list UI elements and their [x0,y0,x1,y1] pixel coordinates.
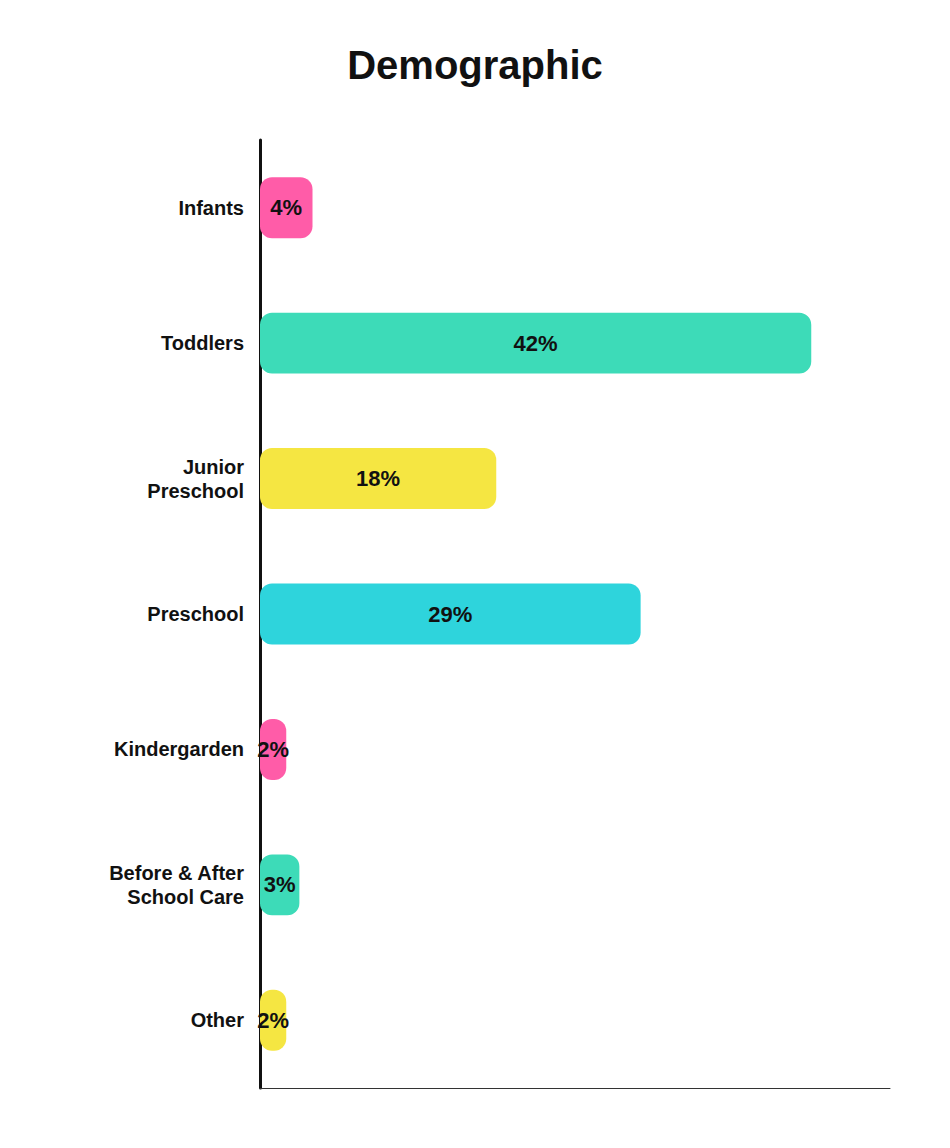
svg-text:2%: 2% [257,737,289,762]
svg-text:Demographic: Demographic [347,43,603,87]
svg-text:Preschool: Preschool [147,480,244,502]
svg-text:Junior: Junior [183,456,244,478]
svg-text:3%: 3% [264,872,296,897]
svg-text:Other: Other [191,1009,245,1031]
svg-text:Before & After: Before & After [109,862,244,884]
svg-text:Toddlers: Toddlers [161,332,244,354]
svg-text:School Care: School Care [127,886,244,908]
svg-text:Infants: Infants [178,197,244,219]
svg-text:Preschool: Preschool [147,603,244,625]
svg-text:Kindergarden: Kindergarden [114,738,244,760]
svg-text:4%: 4% [270,195,302,220]
svg-text:2%: 2% [257,1008,289,1033]
svg-text:29%: 29% [428,602,472,627]
svg-text:18%: 18% [356,466,400,491]
svg-text:42%: 42% [514,331,558,356]
